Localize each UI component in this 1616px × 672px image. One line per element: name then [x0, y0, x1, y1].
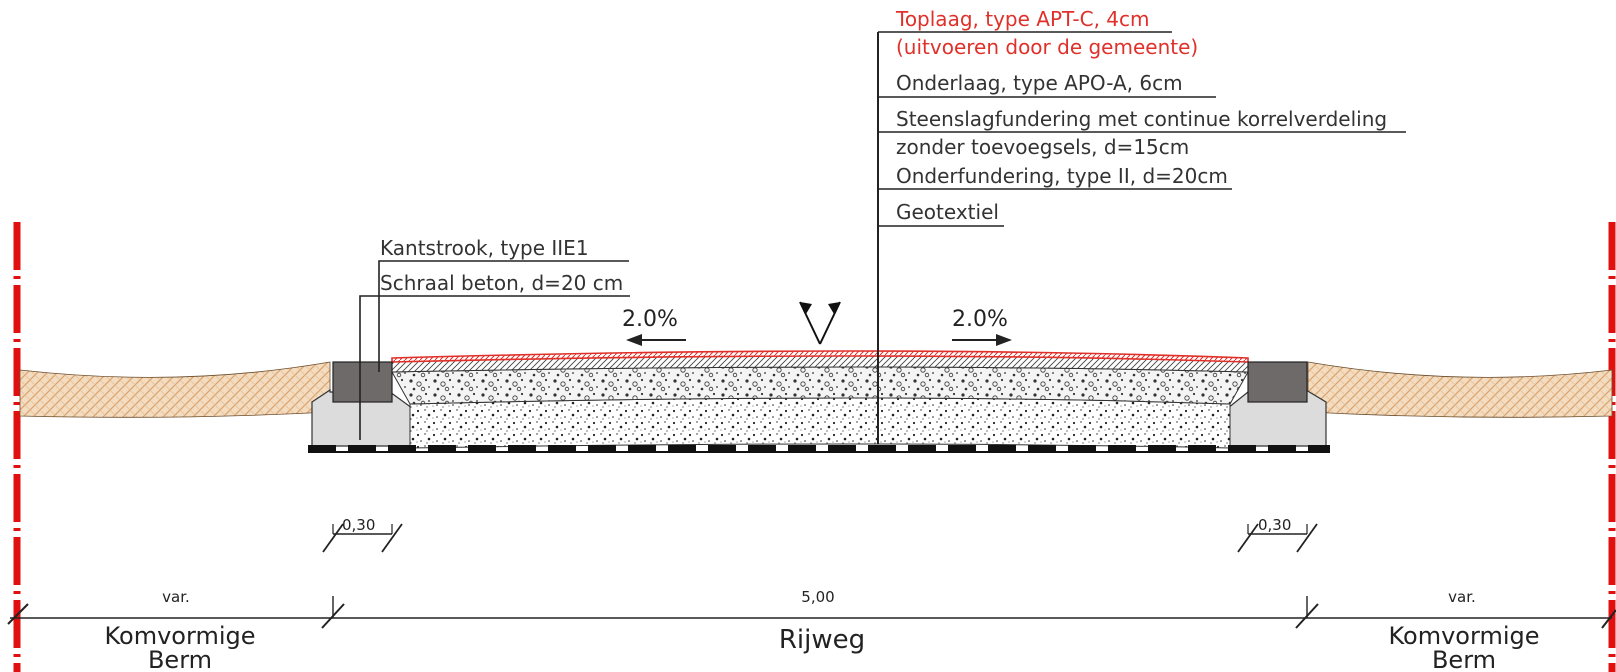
subbase-layer — [409, 397, 1231, 449]
label-toplaag-1: Toplaag, type APT-C, 4cm — [895, 7, 1150, 31]
zone-right-line2: Berm — [1432, 646, 1496, 672]
label-geotextiel: Geotextiel — [896, 200, 999, 224]
zone-left-line1: Komvormige — [105, 622, 256, 650]
rijweg-dimension: 5,00 — [801, 588, 834, 606]
label-steenslag-2: zonder toevoegsels, d=15cm — [896, 135, 1189, 159]
slope-left-arrow-icon — [626, 334, 686, 346]
slope-left-label: 2.0% — [622, 307, 678, 332]
curb-left-dimension — [322, 523, 403, 553]
base-layer — [391, 366, 1249, 405]
label-schraal-beton: Schraal beton, d=20 cm — [380, 271, 623, 295]
curb-left-width: 0,30 — [342, 516, 375, 534]
berm-left-dimension: var. — [162, 588, 190, 606]
zone-left-line2: Berm — [148, 646, 212, 672]
berm-right-dimension: var. — [1448, 588, 1476, 606]
label-steenslag-1: Steenslagfundering met continue korrelve… — [896, 107, 1387, 131]
label-onderfundering: Onderfundering, type II, d=20cm — [896, 164, 1228, 188]
main-dimension-line — [7, 596, 1616, 629]
right-curb — [1247, 361, 1308, 403]
kantstrook-leader-line — [378, 260, 629, 372]
crown-marker-icon — [799, 301, 841, 345]
left-curb — [332, 361, 393, 403]
curb-right-dimension — [1237, 523, 1318, 553]
schraal-beton-leader-line — [359, 295, 630, 440]
slope-right-label: 2.0% — [952, 307, 1008, 332]
label-kantstrook: Kantstrook, type IIE1 — [380, 236, 589, 260]
zone-center: Rijweg — [779, 625, 865, 655]
zone-right-line1: Komvormige — [1389, 622, 1540, 650]
label-onderlaag: Onderlaag, type APO-A, 6cm — [896, 71, 1183, 95]
slope-right-arrow-icon — [952, 334, 1012, 346]
left-berm-soil — [19, 361, 331, 418]
curb-right-width: 0,30 — [1258, 516, 1291, 534]
label-toplaag-2: (uitvoeren door de gemeente) — [896, 35, 1198, 59]
right-berm-soil — [1307, 361, 1613, 418]
